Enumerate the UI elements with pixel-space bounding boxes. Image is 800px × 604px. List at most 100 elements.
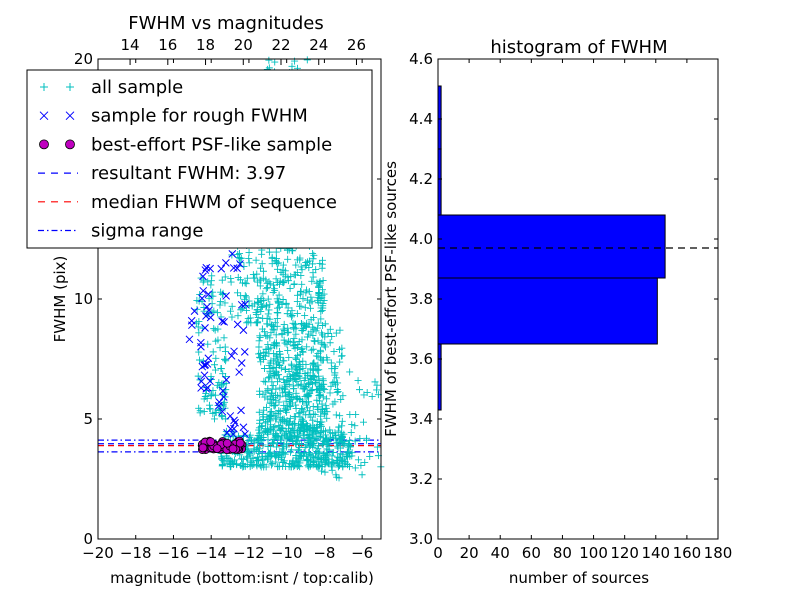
point-rough-fwhm [199,286,208,295]
point-psf-like [212,444,222,454]
point-all-sample [319,277,327,285]
point-all-sample [255,343,263,351]
point-all-sample [284,347,292,355]
point-all-sample [315,376,323,384]
point-all-sample [206,401,214,409]
legend-label: resultant FWHM: 3.97 [91,163,286,184]
point-all-sample [321,456,329,464]
x-tick-label: 120 [610,544,639,562]
point-all-sample [271,372,279,380]
point-all-sample [218,462,226,470]
legend-item: best-effort PSF-like sample [39,134,332,155]
point-all-sample [310,426,318,434]
point-all-sample [311,411,319,419]
point-all-sample [265,248,273,256]
point-all-sample [296,290,304,298]
point-all-sample [275,371,283,379]
point-all-sample [283,441,291,449]
point-all-sample [310,337,318,345]
point-all-sample [279,462,287,470]
point-all-sample [268,460,276,468]
point-psf-like [198,443,208,453]
point-all-sample [277,455,285,463]
point-all-sample [300,434,308,442]
point-all-sample [280,320,288,328]
point-all-sample [271,401,279,409]
point-all-sample [301,312,309,320]
point-rough-fwhm [188,321,196,330]
point-all-sample [252,256,260,264]
point-all-sample [307,457,315,465]
point-all-sample [354,456,362,464]
point-all-sample [297,263,305,271]
point-all-sample [207,390,215,398]
point-all-sample [339,441,347,449]
point-all-sample [319,375,327,383]
point-all-sample [295,455,303,463]
point-rough-fwhm [215,398,224,406]
point-all-sample [212,354,220,362]
point-all-sample [316,421,324,429]
point-all-sample [282,408,290,416]
point-all-sample [254,295,262,303]
point-all-sample [324,329,332,337]
point-all-sample [354,377,362,385]
point-all-sample [260,377,268,385]
point-all-sample [289,456,297,464]
point-all-sample [218,412,226,420]
point-all-sample [288,420,296,428]
point-all-sample [366,452,374,460]
point-all-sample [303,56,311,64]
point-all-sample [330,348,338,356]
point-all-sample [264,451,272,459]
point-rough-fwhm [204,290,213,299]
point-all-sample [316,429,324,437]
point-all-sample [264,395,272,403]
histogram-bar [437,277,658,345]
point-all-sample [328,458,336,466]
point-all-sample [280,385,288,393]
point-all-sample [358,471,366,479]
point-all-sample [332,374,340,382]
point-all-sample [241,292,249,300]
point-all-sample [373,443,381,451]
point-all-sample [285,368,293,376]
point-all-sample [236,250,244,258]
point-all-sample [313,324,321,332]
point-all-sample [259,410,267,418]
point-all-sample [303,391,311,399]
point-all-sample [332,411,340,419]
point-all-sample [237,306,245,314]
point-all-sample [351,422,359,430]
point-all-sample [292,320,300,328]
point-all-sample [252,310,260,318]
point-all-sample [275,398,283,406]
point-all-sample [297,272,305,280]
point-all-sample [292,389,300,397]
point-all-sample [290,271,298,279]
point-all-sample [227,278,235,286]
point-all-sample [242,280,250,288]
point-all-sample [284,304,292,312]
point-all-sample [204,340,212,348]
point-all-sample [272,275,280,283]
point-all-sample [269,382,277,390]
point-all-sample [305,288,313,296]
legend-box [26,69,373,249]
right-x-axis-label: number of sources [509,569,649,587]
point-all-sample [287,310,295,318]
point-all-sample [267,461,275,469]
point-all-sample [288,313,296,321]
point-all-sample [309,260,317,268]
point-all-sample [307,346,315,354]
right-panel: 0 20 40 60 80 100 120 140 160 180 3.0 3.2 3.4 3.6 3.8… [382,37,732,587]
point-all-sample [306,304,314,312]
point-all-sample [309,269,317,277]
point-rough-fwhm [199,272,207,281]
legend-marker [65,111,75,121]
point-all-sample [315,442,323,450]
point-rough-fwhm [206,313,215,322]
top-x-tick-label: 24 [309,36,328,54]
point-all-sample [244,454,252,462]
point-all-sample [310,437,318,445]
